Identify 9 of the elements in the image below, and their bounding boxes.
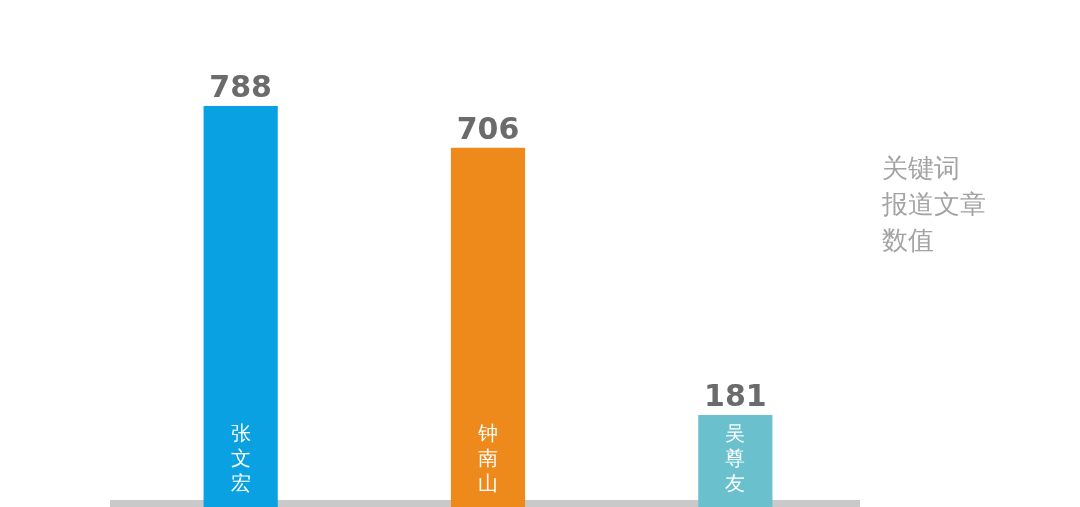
- data-label: 788: [209, 68, 272, 104]
- x-tick-label: 张文宏: [230, 421, 251, 496]
- x-tick-label: 吴尊友: [725, 421, 746, 496]
- data-label: 181: [704, 377, 767, 413]
- text: 数值: [882, 224, 934, 257]
- text: 报道文章: [882, 188, 986, 221]
- text: 关键词: [882, 152, 960, 185]
- x-tick-label: 钟南山: [477, 421, 498, 496]
- data-label: 706: [456, 110, 520, 146]
